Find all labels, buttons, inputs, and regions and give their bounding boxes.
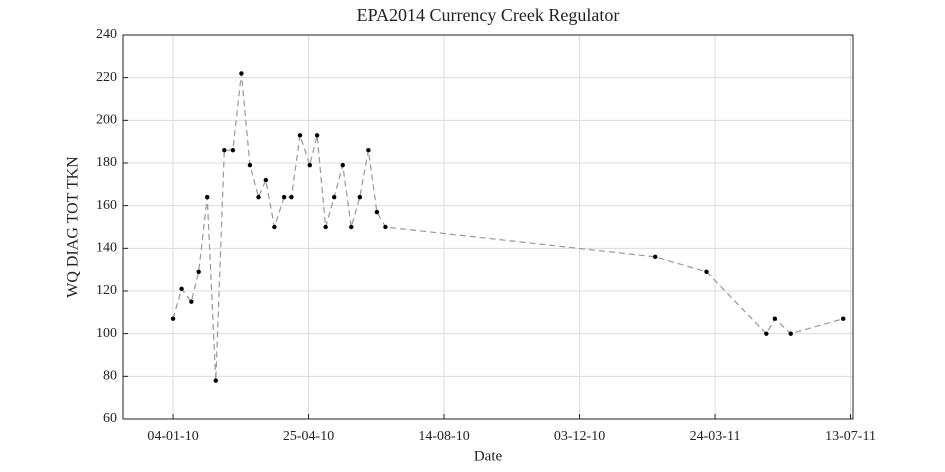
data-point: [340, 162, 345, 168]
data-point: [357, 194, 363, 200]
data-point: [289, 194, 294, 200]
data-line: [172, 73, 844, 381]
x-tick-label: 14-08-10: [418, 429, 469, 444]
data-point: [213, 378, 218, 383]
data-point: [281, 194, 287, 200]
y-tick-label: 120: [96, 283, 117, 298]
y-tick-label: 180: [96, 155, 117, 170]
data-point: [374, 209, 380, 215]
data-point: [179, 286, 184, 292]
data-point: [272, 224, 277, 230]
data-point: [256, 194, 261, 200]
y-tick-label: 100: [96, 326, 117, 341]
data-point: [323, 224, 328, 230]
data-point: [239, 71, 244, 76]
chart-title: EPA2014 Currency Creek Regulator: [357, 5, 620, 25]
data-point: [704, 269, 709, 274]
data-point: [764, 331, 769, 336]
data-point: [247, 162, 253, 168]
axes-box: [122, 34, 854, 420]
data-point: [297, 133, 303, 138]
data-point: [653, 254, 658, 260]
data-point: [263, 177, 269, 183]
data-point: [383, 224, 388, 230]
x-tick-label: 13-07-11: [825, 429, 876, 444]
y-tick-label: 220: [96, 70, 117, 85]
data-point: [230, 148, 236, 153]
data-point: [189, 299, 194, 304]
data-point: [307, 162, 312, 168]
data-point: [314, 133, 320, 138]
data-point: [841, 316, 846, 321]
y-tick-label: 140: [96, 241, 117, 256]
y-axis-label: WQ DIAG TOT TKN: [65, 156, 82, 298]
x-tick-label: 24-03-11: [690, 429, 741, 444]
plot-area: [123, 35, 853, 419]
x-tick-label: 25-04-10: [283, 429, 334, 444]
data-point: [222, 148, 227, 153]
y-tick-label: 60: [103, 411, 117, 426]
x-tick-label: 03-12-10: [554, 429, 605, 444]
x-tick-label: 04-01-10: [147, 429, 198, 444]
y-tick-label: 240: [96, 27, 117, 42]
y-tick-label: 200: [96, 113, 117, 128]
y-tick-label: 80: [103, 369, 117, 384]
y-tick-label: 160: [96, 198, 117, 213]
data-point: [170, 316, 176, 321]
x-axis-label: Date: [474, 448, 503, 464]
data-point: [772, 316, 778, 321]
data-point: [366, 148, 371, 153]
data-point: [331, 194, 337, 200]
data-point: [196, 269, 201, 274]
data-point: [205, 194, 210, 200]
data-point: [349, 224, 354, 230]
data-point: [788, 331, 793, 336]
